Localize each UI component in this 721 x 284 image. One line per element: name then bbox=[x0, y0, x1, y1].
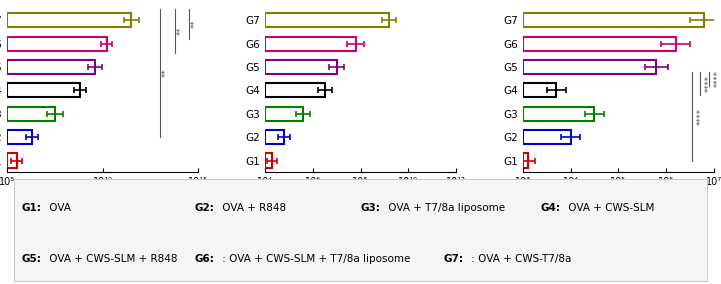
Text: G2:: G2: bbox=[195, 202, 214, 212]
Bar bbox=[523, 107, 594, 121]
Bar bbox=[7, 60, 95, 74]
Bar bbox=[523, 83, 556, 97]
Text: **: ** bbox=[177, 26, 186, 35]
Bar bbox=[265, 107, 304, 121]
Bar bbox=[265, 60, 337, 74]
Text: OVA + R848: OVA + R848 bbox=[219, 202, 286, 212]
Text: G6:: G6: bbox=[195, 254, 214, 264]
Bar bbox=[265, 130, 284, 144]
X-axis label: IgG2c titer: IgG2c titer bbox=[587, 191, 650, 204]
Text: G3:: G3: bbox=[360, 202, 381, 212]
Bar bbox=[265, 153, 273, 168]
Bar bbox=[7, 13, 131, 27]
Bar bbox=[7, 130, 32, 144]
Text: G4:: G4: bbox=[541, 202, 560, 212]
Text: G1:: G1: bbox=[22, 202, 41, 212]
Text: **: ** bbox=[190, 20, 200, 28]
Bar bbox=[523, 37, 676, 51]
Bar bbox=[523, 13, 704, 27]
Bar bbox=[265, 13, 389, 27]
Text: OVA + CWS-SLM: OVA + CWS-SLM bbox=[565, 202, 655, 212]
Text: OVA + CWS-SLM + R848: OVA + CWS-SLM + R848 bbox=[46, 254, 178, 264]
Text: OVA: OVA bbox=[46, 202, 71, 212]
Text: G7:: G7: bbox=[443, 254, 464, 264]
Bar bbox=[265, 37, 355, 51]
Text: ****: **** bbox=[697, 108, 706, 125]
Text: ****: **** bbox=[705, 75, 715, 92]
Bar bbox=[265, 83, 324, 97]
Text: OVA + T7/8a liposome: OVA + T7/8a liposome bbox=[386, 202, 505, 212]
Bar bbox=[7, 153, 17, 168]
Bar bbox=[7, 107, 55, 121]
Bar bbox=[7, 83, 80, 97]
Text: **: ** bbox=[162, 68, 171, 77]
Text: : OVA + CWS-SLM + T7/8a liposome: : OVA + CWS-SLM + T7/8a liposome bbox=[219, 254, 411, 264]
X-axis label: IgG titer: IgG titer bbox=[79, 191, 127, 204]
X-axis label: IgG1 titer: IgG1 titer bbox=[332, 191, 389, 204]
Text: G5:: G5: bbox=[22, 254, 41, 264]
Bar bbox=[523, 60, 657, 74]
Bar bbox=[7, 37, 107, 51]
Bar bbox=[523, 130, 570, 144]
Bar bbox=[523, 153, 528, 168]
Text: ****: **** bbox=[713, 70, 721, 87]
Text: : OVA + CWS-T7/8a: : OVA + CWS-T7/8a bbox=[469, 254, 572, 264]
